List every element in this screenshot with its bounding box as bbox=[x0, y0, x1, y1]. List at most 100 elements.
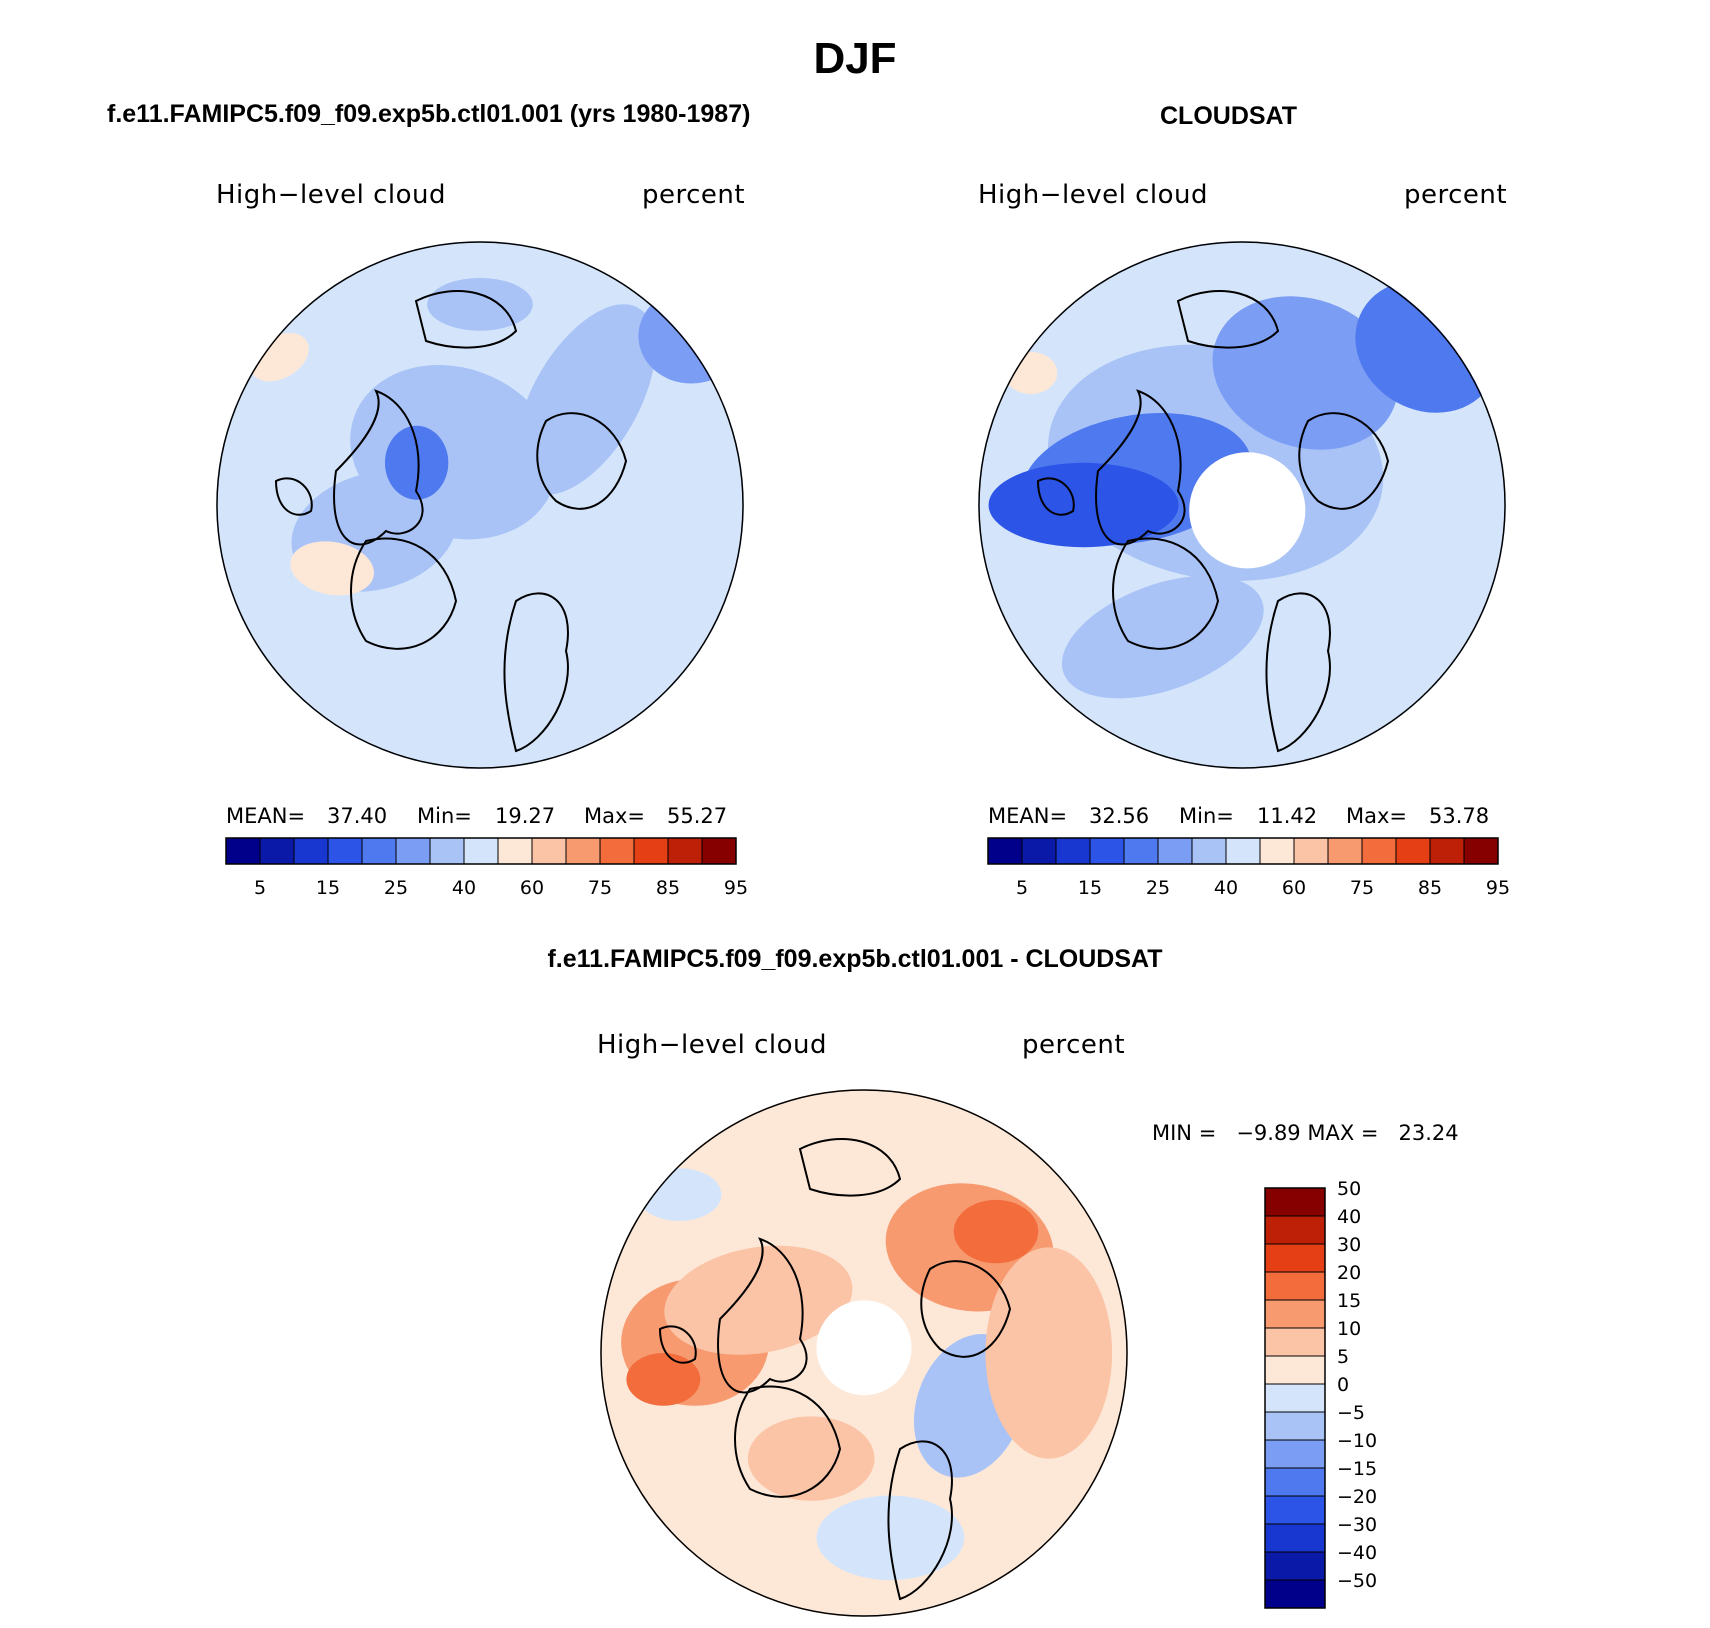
colorbar-swatch bbox=[1264, 1383, 1326, 1413]
field-contour-region bbox=[953, 1199, 1039, 1264]
colorbar-swatch bbox=[1055, 837, 1091, 865]
colorbar-swatch bbox=[1259, 837, 1295, 865]
colorbar-tick-label: −50 bbox=[1337, 1570, 1377, 1592]
diff-polar-map bbox=[600, 1089, 1128, 1617]
colorbar-tick-label: 85 bbox=[1418, 877, 1442, 899]
field-contour-region bbox=[626, 1353, 701, 1406]
colorbar-tick-label: 15 bbox=[1078, 877, 1102, 899]
coastline bbox=[734, 1385, 842, 1498]
coastline bbox=[920, 1260, 1012, 1358]
colorbar-swatch bbox=[395, 837, 431, 865]
colorbar-tick-label: 25 bbox=[384, 877, 408, 899]
field-contour-region bbox=[290, 541, 375, 596]
colorbar-swatch bbox=[633, 837, 669, 865]
model-polar-map bbox=[216, 241, 744, 769]
colorbar-swatch bbox=[1264, 1271, 1326, 1301]
colorbar-swatch bbox=[987, 837, 1023, 865]
model-colorbar: 5 15 25 40 60 75 85 95 bbox=[225, 837, 748, 899]
coastline bbox=[1112, 537, 1220, 650]
colorbar-tick-label: −40 bbox=[1337, 1542, 1377, 1564]
colorbar-tick-label: 5 bbox=[254, 877, 266, 899]
colorbar-tick-label: −5 bbox=[1337, 1402, 1365, 1424]
colorbar-tick-label: 25 bbox=[1146, 877, 1170, 899]
colorbar-swatch bbox=[667, 837, 703, 865]
diff-panel-title: f.e11.FAMIPC5.f09_f09.exp5b.ctl01.001 - … bbox=[547, 945, 1163, 973]
colorbar-tick-label: 50 bbox=[1337, 1178, 1361, 1200]
colorbar-tick-label: 95 bbox=[1486, 877, 1510, 899]
obs-mean-value: 32.56 bbox=[1089, 804, 1150, 828]
colorbar-swatch bbox=[1264, 1439, 1326, 1469]
field-contour-region bbox=[1212, 296, 1399, 450]
field-contour-region bbox=[427, 277, 533, 331]
coastline bbox=[274, 477, 313, 516]
coastline bbox=[536, 412, 628, 510]
colorbar-tick-label: 30 bbox=[1337, 1234, 1361, 1256]
colorbar-swatch bbox=[1429, 837, 1465, 865]
obs-min-label: Min= bbox=[1179, 804, 1234, 828]
coastline bbox=[658, 1325, 697, 1364]
coastline bbox=[1036, 477, 1075, 516]
coastline bbox=[717, 1237, 808, 1394]
coastline bbox=[887, 1440, 953, 1601]
colorbar-swatch bbox=[1327, 837, 1363, 865]
colorbar-tick-label: 40 bbox=[452, 877, 476, 899]
colorbar-swatch bbox=[1264, 1579, 1326, 1609]
field-contour-region bbox=[515, 304, 656, 495]
diff-units-label: percent bbox=[1022, 1030, 1126, 1060]
colorbar-swatch bbox=[1293, 837, 1329, 865]
diff-min-max-stats: MIN = −9.89 MAX = 23.24 bbox=[1152, 1121, 1459, 1145]
field-contour-region bbox=[384, 425, 449, 500]
field-contour-region bbox=[816, 1495, 965, 1581]
diff-variable-label: High−level cloud bbox=[597, 1030, 828, 1060]
colorbar-swatch bbox=[1191, 837, 1227, 865]
colorbar-tick-label: 20 bbox=[1337, 1262, 1361, 1284]
coastline bbox=[1095, 389, 1186, 546]
colorbar-tick-label: 15 bbox=[316, 877, 340, 899]
colorbar-tick-label: 0 bbox=[1337, 1374, 1349, 1396]
colorbar-swatch bbox=[1264, 1411, 1326, 1441]
colorbar-swatch bbox=[1264, 1523, 1326, 1553]
coastline bbox=[333, 389, 424, 546]
obs-max-value: 53.78 bbox=[1429, 804, 1490, 828]
colorbar-swatch bbox=[1089, 837, 1125, 865]
coastline bbox=[1265, 592, 1331, 753]
colorbar-tick-label: −15 bbox=[1337, 1458, 1377, 1480]
colorbar-tick-label: 75 bbox=[588, 877, 612, 899]
colorbar-swatch bbox=[701, 837, 737, 865]
model-min-label: Min= bbox=[417, 804, 472, 828]
colorbar-swatch bbox=[1395, 837, 1431, 865]
colorbar-swatch bbox=[327, 837, 363, 865]
colorbar-swatch bbox=[1264, 1495, 1326, 1525]
field-contour-region bbox=[638, 288, 744, 384]
field-contour-region bbox=[747, 1416, 875, 1501]
model-mean-value: 37.40 bbox=[327, 804, 388, 828]
colorbar-tick-label: −30 bbox=[1337, 1514, 1377, 1536]
polar-data-gap bbox=[816, 1300, 912, 1396]
colorbar-tick-label: 5 bbox=[1016, 877, 1028, 899]
colorbar-tick-label: −20 bbox=[1337, 1486, 1377, 1508]
coastline bbox=[798, 1138, 902, 1197]
coastline bbox=[1298, 412, 1390, 510]
colorbar-swatch bbox=[1264, 1243, 1326, 1273]
coastline bbox=[414, 290, 518, 349]
colorbar-tick-label: 5 bbox=[1337, 1346, 1349, 1368]
colorbar-swatch bbox=[463, 837, 499, 865]
field-contour-region bbox=[636, 1168, 722, 1221]
colorbar-swatch bbox=[225, 837, 261, 865]
coastline bbox=[350, 537, 458, 650]
model-panel-title: f.e11.FAMIPC5.f09_f09.exp5b.ctl01.001 (y… bbox=[107, 100, 751, 128]
colorbar-swatch bbox=[1021, 837, 1057, 865]
field-contour-region bbox=[988, 462, 1179, 548]
colorbar-swatch bbox=[1264, 1551, 1326, 1581]
obs-polar-map bbox=[978, 241, 1506, 769]
page-title: DJF bbox=[813, 34, 897, 83]
model-mean-label: MEAN= bbox=[226, 804, 306, 828]
colorbar-swatch bbox=[497, 837, 533, 865]
field-contour-region bbox=[664, 1245, 853, 1355]
model-variable-label: High−level cloud bbox=[216, 180, 447, 210]
model-units-label: percent bbox=[642, 180, 746, 210]
colorbar-swatch bbox=[1264, 1299, 1326, 1329]
field-contour-region bbox=[1061, 575, 1264, 699]
polar-data-gap bbox=[1189, 452, 1306, 569]
